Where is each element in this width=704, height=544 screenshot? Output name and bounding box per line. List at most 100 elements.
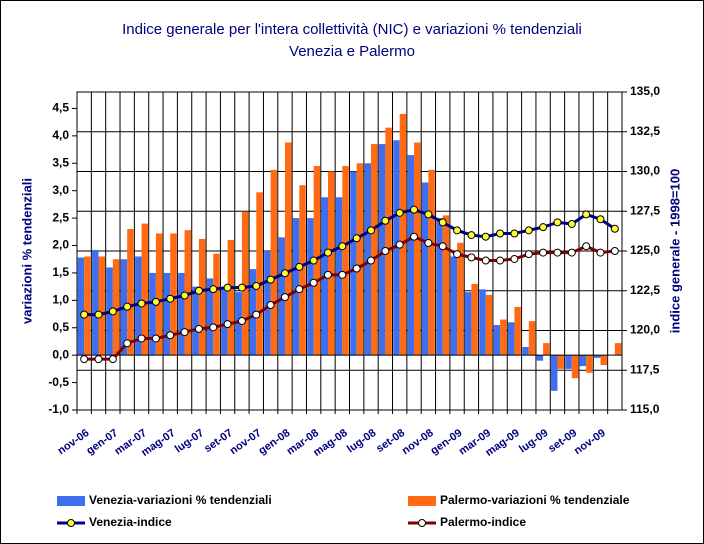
marker <box>323 248 332 257</box>
marker <box>151 297 160 306</box>
bar <box>270 169 278 356</box>
bar <box>127 229 134 356</box>
marker <box>108 355 117 364</box>
marker <box>582 210 591 219</box>
bar <box>543 343 550 356</box>
bar <box>551 355 558 391</box>
marker <box>180 291 189 300</box>
legend-label: Palermo-indice <box>440 515 526 529</box>
bar <box>414 142 421 356</box>
marker <box>309 278 318 287</box>
y2-tick-label: 132,5 <box>630 124 660 138</box>
marker <box>266 301 275 310</box>
marker <box>610 224 619 233</box>
bar <box>522 346 529 356</box>
bar <box>594 355 601 358</box>
marker <box>137 334 146 343</box>
legend-label: Palermo-variazioni % tendenziale <box>440 493 630 507</box>
marker <box>180 328 189 337</box>
marker <box>524 250 533 259</box>
marker <box>496 256 505 265</box>
marker <box>80 355 89 364</box>
bar <box>464 292 472 356</box>
marker <box>438 218 447 227</box>
marker <box>237 316 246 325</box>
bar <box>92 249 99 356</box>
y-tick-label: 3,0 <box>52 183 69 197</box>
marker <box>596 215 605 224</box>
y-tick-label: 1,5 <box>52 265 69 279</box>
marker <box>496 229 505 238</box>
marker <box>410 232 419 241</box>
bar <box>493 325 501 356</box>
marker <box>123 339 132 348</box>
bar <box>249 269 257 356</box>
bar <box>149 272 156 356</box>
bar <box>356 163 364 356</box>
y2-tick-label: 125,0 <box>630 243 660 257</box>
marker <box>237 283 246 292</box>
marker <box>424 239 433 248</box>
y2-tick-label: 135,0 <box>630 84 660 98</box>
marker <box>467 253 476 262</box>
marker <box>539 223 548 232</box>
bar <box>206 278 214 356</box>
marker <box>295 285 304 294</box>
bar <box>198 238 206 356</box>
bar <box>235 292 242 356</box>
marker <box>381 216 390 225</box>
marker <box>280 269 289 278</box>
bar <box>507 322 515 356</box>
marker <box>166 294 175 303</box>
marker <box>223 320 232 329</box>
marker <box>151 334 160 343</box>
marker <box>309 256 318 265</box>
legend-swatch <box>408 496 436 506</box>
bar <box>163 272 171 356</box>
marker <box>424 210 433 219</box>
marker <box>438 242 447 251</box>
bar <box>528 321 536 356</box>
marker <box>266 275 275 284</box>
y-tick-label: 4,5 <box>52 101 69 115</box>
marker <box>123 302 132 311</box>
bar <box>485 294 493 356</box>
marker <box>467 231 476 240</box>
y-tick-label: 2,5 <box>52 210 69 224</box>
y-tick-label: 1,0 <box>52 293 69 307</box>
marker <box>338 270 347 279</box>
marker <box>553 218 562 227</box>
marker <box>539 248 548 257</box>
bar <box>299 185 306 356</box>
bar <box>112 259 120 356</box>
bar <box>586 355 593 373</box>
marker <box>252 281 261 290</box>
bar <box>141 223 148 356</box>
marker <box>596 248 605 257</box>
bar <box>327 171 335 356</box>
bar <box>385 127 392 356</box>
bar <box>565 355 572 369</box>
bar <box>557 355 564 369</box>
y-axis-title: variazioni % tendenziali <box>19 178 34 324</box>
bar <box>436 218 443 356</box>
bar <box>256 192 263 356</box>
bar <box>284 142 292 356</box>
bar <box>500 319 507 356</box>
y2-tick-label: 122,5 <box>630 283 660 297</box>
y-tick-label: 3,5 <box>52 155 69 169</box>
bar <box>307 218 314 356</box>
marker <box>166 331 175 340</box>
marker <box>209 323 218 332</box>
bar <box>407 155 415 356</box>
bar <box>421 182 429 356</box>
marker <box>567 219 576 228</box>
marker <box>295 262 304 271</box>
y-tick-label: -1,0 <box>48 402 69 416</box>
marker <box>94 310 103 319</box>
marker <box>323 270 332 279</box>
marker <box>137 299 146 308</box>
legend-label: Venezia-variazioni % tendenziali <box>89 493 272 507</box>
bar <box>600 355 607 366</box>
